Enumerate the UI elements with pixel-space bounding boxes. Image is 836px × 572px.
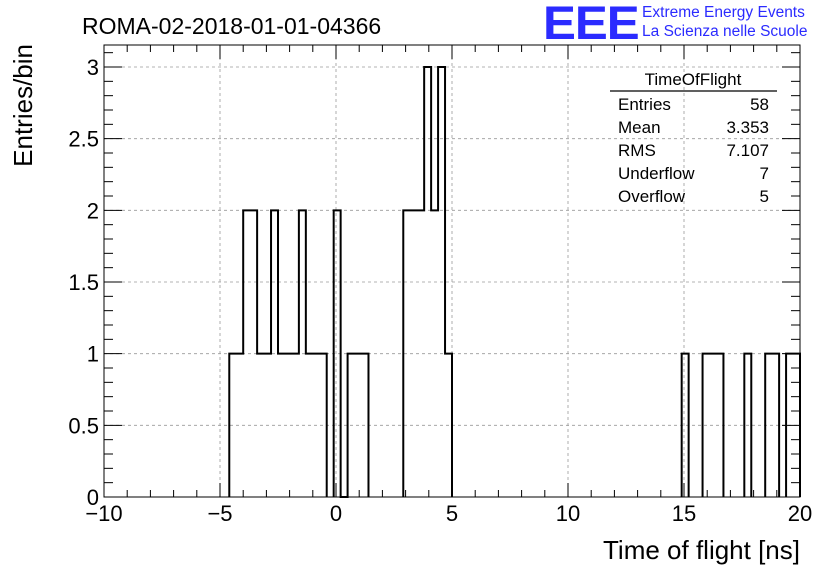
histogram-bin — [271, 210, 278, 497]
stats-label: Entries — [618, 95, 671, 114]
histogram-bin — [334, 210, 341, 497]
x-tick-label: −5 — [207, 501, 232, 526]
eee-logo: EEE — [543, 0, 640, 49]
x-tick-label: 5 — [446, 501, 458, 526]
histogram-bin — [445, 354, 452, 497]
brand-line-1: Extreme Energy Events — [642, 4, 805, 21]
histogram-bin — [438, 67, 445, 497]
histogram-bin — [431, 210, 438, 497]
stats-box-rows: Entries 58 Mean 3.353 RMS 7.107 Underflow 7 Over… — [618, 95, 769, 206]
brand-line-2: La Scienza nelle Scuole — [642, 23, 808, 40]
y-tick-label: 3 — [87, 55, 99, 80]
stats-value: 5 — [760, 187, 769, 206]
histogram-bin — [257, 354, 271, 497]
y-tick-label: 0 — [87, 485, 99, 510]
y-axis-label: Entries/bin — [8, 44, 38, 167]
y-tick-label: 1 — [87, 342, 99, 367]
x-tick-label: 10 — [556, 501, 580, 526]
histogram-bin — [306, 354, 327, 497]
brand-text: Extreme Energy Events La Scienza nelle S… — [642, 3, 807, 41]
x-tick-label: −10 — [85, 501, 122, 526]
x-tick-label: 15 — [672, 501, 696, 526]
y-tick-labels: 0 0.5 1 1.5 2 2.5 3 — [68, 55, 99, 510]
x-tick-labels: −10 −5 0 5 10 15 20 — [85, 501, 812, 526]
histogram-bin — [278, 354, 299, 497]
histogram-bin — [348, 354, 369, 497]
stats-value: 7.107 — [726, 141, 769, 160]
histogram-bin — [403, 210, 424, 497]
histogram-bin — [243, 210, 257, 497]
stats-value: 58 — [750, 95, 769, 114]
stats-label: Mean — [618, 118, 661, 137]
y-tick-label: 2 — [87, 198, 99, 223]
y-tick-label: 2.5 — [68, 127, 99, 152]
histogram-bin — [765, 354, 779, 497]
y-tick-label: 1.5 — [68, 270, 99, 295]
histogram-bin — [682, 354, 689, 497]
stats-value: 3.353 — [726, 118, 769, 137]
axis-ticks — [103, 45, 801, 498]
x-axis-label: Time of flight [ns] — [603, 535, 800, 565]
histogram-bin — [299, 210, 306, 497]
chart-title: ROMA-02-2018-01-01-04366 — [82, 13, 381, 39]
histogram-bin — [703, 354, 724, 497]
y-tick-label: 0.5 — [68, 413, 99, 438]
stats-label: Overflow — [618, 187, 686, 206]
stats-value: 7 — [760, 164, 769, 183]
stats-box-title: TimeOfFlight — [645, 70, 742, 89]
x-tick-label: 20 — [788, 501, 812, 526]
stats-box: TimeOfFlight Entries 58 Mean 3.353 RMS 7.107 U… — [610, 70, 777, 206]
histogram-bin — [424, 67, 431, 497]
stats-label: Underflow — [618, 164, 695, 183]
histogram-bin — [744, 354, 751, 497]
x-tick-label: 0 — [330, 501, 342, 526]
stats-label: RMS — [618, 141, 656, 160]
histogram-bin — [229, 354, 243, 497]
eee-brand: EEE Extreme Energy Events La Scienza nel… — [543, 0, 808, 49]
